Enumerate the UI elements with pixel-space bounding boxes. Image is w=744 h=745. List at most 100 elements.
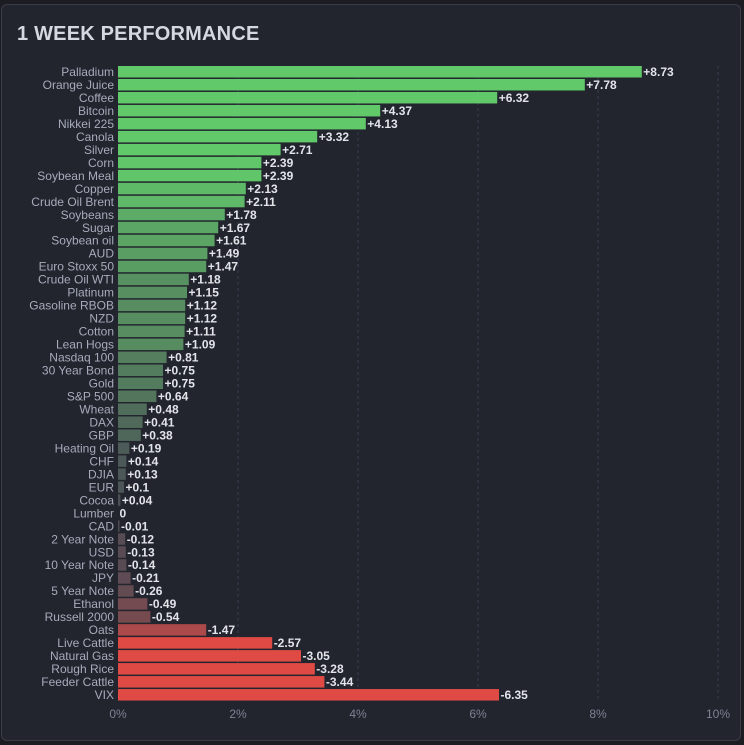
value-label: -1.47 <box>208 623 236 637</box>
category-label: Crude Oil WTI <box>38 273 114 287</box>
bar <box>118 455 127 467</box>
bar <box>118 533 126 545</box>
chart-title: 1 WEEK PERFORMANCE <box>17 23 260 45</box>
category-label: Copper <box>75 182 114 196</box>
category-label: JPY <box>92 571 114 585</box>
value-label: +0.04 <box>122 493 153 507</box>
category-label: Gasoline RBOB <box>29 299 114 313</box>
bar <box>118 78 585 91</box>
value-label: -0.14 <box>128 558 156 572</box>
category-label: Wheat <box>79 402 114 416</box>
value-label: -3.44 <box>326 675 354 689</box>
category-label: Live Cattle <box>57 636 114 650</box>
category-label: CAD <box>89 519 115 533</box>
value-label: +2.39 <box>263 156 294 170</box>
bar <box>118 299 186 312</box>
category-label: Natural Gas <box>50 649 114 663</box>
x-tick-label: 10% <box>706 707 730 721</box>
x-tick-label: 6% <box>469 707 487 721</box>
category-label: Soybeans <box>61 208 114 222</box>
category-label: Oats <box>89 623 114 637</box>
bar <box>118 377 163 390</box>
x-tick-label: 8% <box>589 707 607 721</box>
category-label: Sugar <box>82 221 114 235</box>
value-label: -0.13 <box>127 545 155 559</box>
category-label: AUD <box>89 247 115 261</box>
value-label: +0.41 <box>144 415 175 429</box>
value-label: +0.81 <box>168 351 199 365</box>
bar <box>118 338 184 351</box>
category-label: CHF <box>89 454 114 468</box>
value-label: +6.32 <box>499 91 530 105</box>
bar <box>118 624 207 636</box>
category-label: Euro Stoxx 50 <box>39 260 115 274</box>
bar <box>118 143 281 156</box>
bar <box>118 221 219 234</box>
bar <box>118 390 157 402</box>
category-label: VIX <box>95 688 114 702</box>
category-label: Crude Oil Brent <box>31 195 114 209</box>
value-label: +2.39 <box>263 169 294 183</box>
bar <box>118 117 366 130</box>
bar <box>118 416 143 428</box>
category-label: Soybean Meal <box>37 169 114 183</box>
category-label: 10 Year Note <box>45 558 115 572</box>
category-label: GBP <box>89 428 114 442</box>
bar <box>118 637 273 649</box>
value-label: -3.28 <box>316 662 344 676</box>
value-label: -6.35 <box>501 688 529 702</box>
bar <box>118 273 189 286</box>
category-label: Cocoa <box>79 493 114 507</box>
bar <box>118 91 498 104</box>
bar <box>118 286 187 299</box>
value-label: +1.47 <box>208 260 239 274</box>
bar <box>118 494 121 506</box>
bar <box>118 689 499 701</box>
category-label: Bitcoin <box>78 104 114 118</box>
bar <box>118 572 131 584</box>
category-label: Corn <box>88 156 114 170</box>
category-label: Feeder Cattle <box>41 675 114 689</box>
category-label: Heating Oil <box>55 441 114 455</box>
value-label: +1.49 <box>209 247 240 261</box>
category-label: Silver <box>84 143 114 157</box>
category-label: Rough Rice <box>51 662 114 676</box>
value-label: -0.12 <box>127 532 155 546</box>
bar <box>118 598 148 610</box>
bar <box>118 650 301 662</box>
bar <box>118 247 208 260</box>
value-label: +1.12 <box>187 299 218 313</box>
value-label: +1.61 <box>216 234 247 248</box>
value-label: +1.12 <box>187 312 218 326</box>
x-tick-label: 0% <box>109 707 127 721</box>
bar <box>118 182 246 195</box>
category-label: S&P 500 <box>67 390 114 404</box>
category-label: Canola <box>76 130 114 144</box>
value-label: -2.57 <box>274 636 302 650</box>
category-label: DAX <box>89 415 114 429</box>
bar <box>118 520 120 532</box>
value-label: +0.1 <box>126 480 150 494</box>
bar <box>118 312 186 325</box>
category-label: Coffee <box>79 91 114 105</box>
category-label: Nasdaq 100 <box>49 351 114 365</box>
category-label: Ethanol <box>73 597 114 611</box>
value-label: +0.19 <box>131 441 162 455</box>
value-label: +2.11 <box>246 195 276 209</box>
value-label: +2.71 <box>282 143 313 157</box>
category-label: 5 Year Note <box>51 584 114 598</box>
value-label: +1.67 <box>220 221 251 235</box>
value-label: +1.09 <box>185 338 216 352</box>
bar <box>118 364 163 377</box>
value-label: +1.18 <box>190 273 221 287</box>
value-label: +8.73 <box>643 65 674 79</box>
value-label: +0.14 <box>128 454 159 468</box>
bar <box>118 468 126 480</box>
bar <box>118 234 215 247</box>
bar <box>118 351 167 364</box>
category-label: Russell 2000 <box>45 610 115 624</box>
bar <box>118 559 127 571</box>
bar <box>118 663 315 675</box>
value-label: +7.78 <box>586 78 617 92</box>
